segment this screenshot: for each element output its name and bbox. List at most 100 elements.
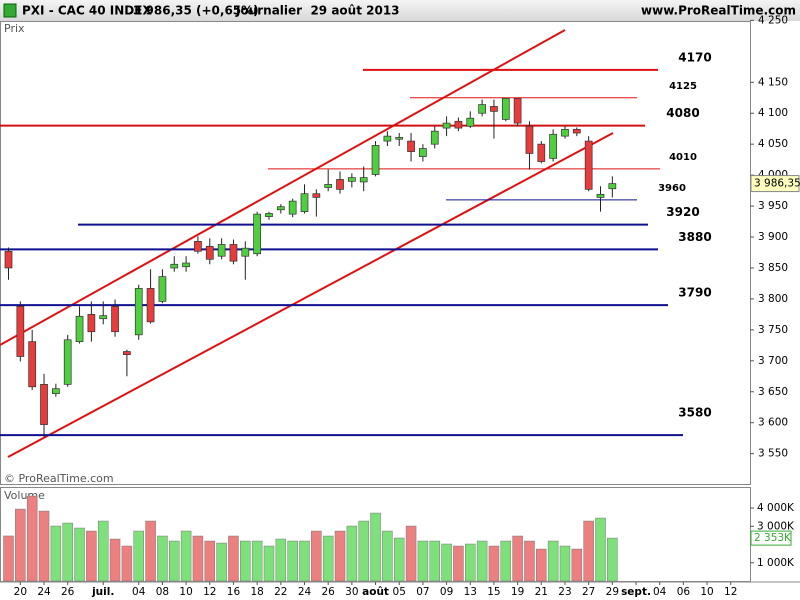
x-tick-label: 09 bbox=[440, 586, 453, 598]
volume-bar bbox=[595, 517, 606, 582]
candle-body bbox=[549, 133, 557, 159]
x-tick-label: 22 bbox=[274, 586, 287, 598]
y-tick-label: 3 650 bbox=[758, 386, 788, 398]
volume-bar bbox=[512, 535, 523, 582]
candle-body bbox=[134, 288, 143, 336]
candle-body bbox=[430, 130, 439, 145]
volume-bar bbox=[453, 545, 464, 582]
candle-body bbox=[525, 125, 534, 154]
candle-body bbox=[146, 288, 155, 323]
x-tick-label: 15 bbox=[487, 586, 500, 598]
candle-body bbox=[324, 184, 333, 188]
candle-body bbox=[217, 244, 226, 257]
volume-bar bbox=[322, 535, 334, 582]
level-label: 3960 bbox=[658, 183, 686, 194]
y-tick-label: 4 250 bbox=[758, 14, 788, 26]
price-panel-title: Prix bbox=[4, 22, 25, 35]
y-tick-label: 4 050 bbox=[758, 138, 788, 150]
symbol: PXI - CAC 40 INDEX bbox=[22, 4, 152, 18]
volume-bar bbox=[559, 545, 571, 582]
candle-body bbox=[253, 213, 261, 255]
x-tick-label: 23 bbox=[558, 586, 571, 598]
x-tick-label: 26 bbox=[61, 586, 75, 598]
volume-bar bbox=[216, 542, 227, 582]
volume-bar bbox=[26, 495, 38, 582]
volume-bar bbox=[547, 540, 559, 582]
price-change: 3 986,35 (+0,65%) bbox=[133, 4, 259, 18]
candle-body bbox=[194, 241, 202, 252]
level-label: 4125 bbox=[669, 81, 697, 92]
candle-body bbox=[4, 250, 13, 269]
x-tick-label: 29 bbox=[606, 586, 619, 598]
candle-body bbox=[407, 140, 415, 152]
last-price-label: 3 986,35 bbox=[754, 178, 800, 190]
volume-bar bbox=[524, 540, 535, 582]
y-tick-label: 3 800 bbox=[758, 293, 788, 305]
header-icon bbox=[3, 3, 17, 18]
x-tick-label: 05 bbox=[393, 586, 406, 598]
volume-bar bbox=[536, 548, 547, 582]
candle-body bbox=[241, 247, 250, 257]
volume-bar bbox=[74, 527, 85, 582]
candle-body bbox=[276, 206, 285, 211]
volume-bar bbox=[334, 530, 346, 582]
y-tick-label: 3 850 bbox=[758, 262, 788, 274]
level-label: 4170 bbox=[678, 50, 711, 64]
header-bar bbox=[0, 0, 800, 21]
volume-bar bbox=[180, 530, 192, 582]
candle-body bbox=[40, 383, 48, 425]
x-tick-label: 10 bbox=[700, 586, 713, 598]
volume-bar bbox=[358, 520, 369, 582]
volume-bar bbox=[50, 525, 62, 582]
candle-body bbox=[371, 145, 380, 175]
candle-body bbox=[111, 306, 119, 333]
level-label: 3920 bbox=[666, 205, 699, 219]
volume-bar bbox=[251, 540, 263, 582]
candle-body bbox=[229, 244, 238, 262]
candle-body bbox=[336, 179, 344, 190]
candle-body bbox=[419, 148, 427, 157]
candle-body bbox=[454, 120, 463, 129]
x-tick-label: août bbox=[362, 586, 389, 598]
y-tick-label: 3 750 bbox=[758, 324, 788, 336]
candle-body bbox=[584, 140, 593, 190]
candle-body bbox=[348, 177, 356, 182]
x-tick-label: 16 bbox=[227, 586, 241, 598]
candle-body bbox=[359, 177, 368, 183]
volume-bar bbox=[287, 540, 298, 582]
candle-body bbox=[513, 98, 522, 124]
candle-body bbox=[501, 98, 510, 120]
candle-body bbox=[395, 137, 404, 140]
y-tick-label: 3 550 bbox=[758, 448, 788, 460]
price-panel bbox=[0, 21, 751, 485]
candle-body bbox=[87, 314, 96, 333]
volume-bar bbox=[228, 535, 239, 582]
x-tick-label: 08 bbox=[156, 586, 169, 598]
candle-body bbox=[123, 351, 131, 355]
x-tick-label: 30 bbox=[345, 586, 358, 598]
volume-panel-title: Volume bbox=[4, 489, 45, 502]
volume-bar bbox=[97, 520, 109, 582]
volume-bar bbox=[393, 537, 405, 582]
site: www.ProRealTime.com bbox=[641, 4, 796, 18]
candle-body bbox=[16, 306, 25, 357]
x-tick-label: 24 bbox=[37, 586, 51, 598]
candle-body bbox=[300, 193, 309, 212]
volume-bar bbox=[311, 530, 322, 582]
y-tick-label: 3 900 bbox=[758, 231, 788, 243]
candle-body bbox=[99, 315, 108, 320]
channel-upper bbox=[0, 29, 566, 346]
x-tick-label: 24 bbox=[298, 586, 312, 598]
volume-bar bbox=[38, 510, 50, 582]
x-tick-label: 20 bbox=[14, 586, 27, 598]
volume-bar bbox=[465, 543, 476, 582]
volume-tick-label: 3 000K bbox=[757, 520, 795, 532]
period: Journalier 29 août 2013 bbox=[235, 4, 400, 18]
candle-body bbox=[383, 135, 392, 142]
x-tick-label: juil. bbox=[91, 586, 114, 598]
volume-bar bbox=[405, 525, 417, 582]
level-label: 3880 bbox=[678, 230, 711, 244]
volume-bar bbox=[169, 540, 180, 582]
x-tick-label: 12 bbox=[724, 586, 737, 598]
